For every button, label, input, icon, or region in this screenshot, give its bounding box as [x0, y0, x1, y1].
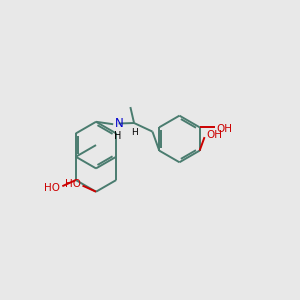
Text: HO: HO — [64, 178, 81, 189]
Text: OH: OH — [217, 124, 233, 134]
Text: OH: OH — [206, 130, 223, 140]
Text: HO: HO — [44, 183, 60, 193]
Text: H: H — [131, 128, 138, 137]
Text: H: H — [114, 131, 122, 141]
Text: N: N — [114, 117, 123, 130]
